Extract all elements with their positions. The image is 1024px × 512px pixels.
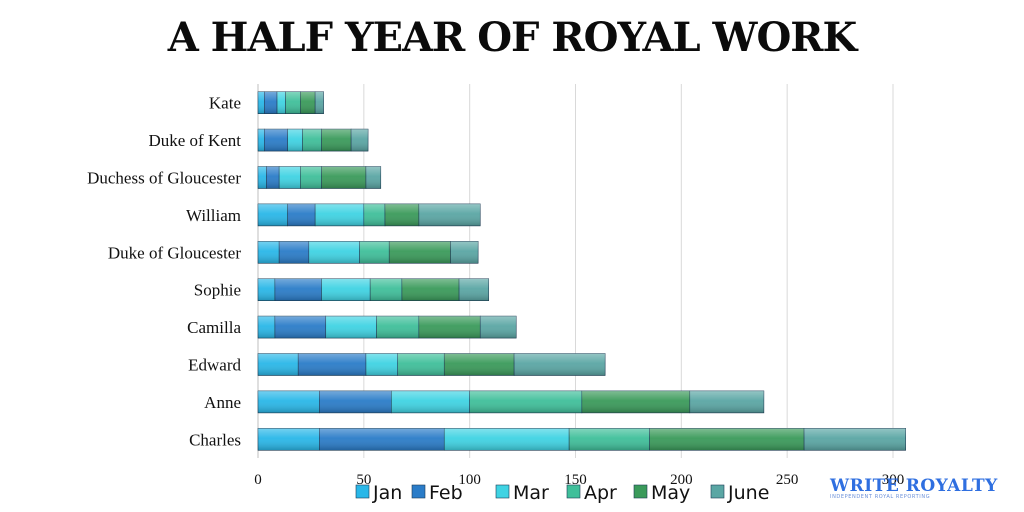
legend-label-jan: Jan [372, 482, 402, 504]
bar-segment-shade [365, 353, 398, 376]
x-tick-label: 200 [670, 472, 693, 488]
bar-segment-shade [389, 241, 451, 264]
bar-segment-shade [325, 316, 377, 339]
bar-segment-shade [315, 203, 364, 226]
category-label: Duke of Gloucester [108, 243, 241, 262]
bar-segment-shade [285, 91, 301, 114]
bar-segment-shade [277, 91, 286, 114]
bar-segment-shade [300, 91, 316, 114]
bar-segment-shade [469, 390, 582, 413]
bar-segment-shade [370, 278, 402, 301]
bar-segment-shade [321, 278, 371, 301]
category-label: Sophie [194, 281, 241, 300]
legend-label-mar: Mar [513, 482, 549, 504]
bar-segment-shade [401, 278, 460, 301]
category-label: Duke of Kent [148, 131, 241, 150]
bar-segment-shade [459, 278, 489, 301]
legend-swatch-jan [355, 484, 370, 499]
bar-segment-shade [258, 129, 265, 152]
bar-segment-shade [319, 428, 445, 451]
bar-segment-shade [300, 166, 322, 189]
bar-segment-shade [581, 390, 690, 413]
bar-segment-shade [363, 203, 385, 226]
x-tick-label: 250 [776, 472, 799, 488]
bar-segment-shade [359, 241, 390, 264]
bar-segment-shade [258, 278, 275, 301]
category-label: William [186, 206, 241, 225]
bar-segment-shade [385, 203, 419, 226]
bar-segment-shade [514, 353, 606, 376]
x-tick-label: 50 [356, 472, 371, 488]
legend-label-may: May [651, 482, 690, 504]
bar-segment-shade [302, 129, 322, 152]
legend-swatch-apr [566, 484, 581, 499]
bar-segment-shade [266, 166, 280, 189]
bar-segment-shade [258, 390, 320, 413]
x-tick-label: 0 [254, 472, 262, 488]
bar-segment-shade [569, 428, 650, 451]
legend-label-june: June [727, 482, 769, 504]
x-tick-label: 300 [882, 472, 905, 488]
legend-swatch-mar [495, 484, 510, 499]
bar-segment-shade [444, 353, 515, 376]
write-royalty-logo: WRITE ROYALTY INDEPENDENT ROYAL REPORTIN… [830, 476, 1000, 500]
bar-segment-shade [274, 278, 322, 301]
bar-segment-shade [444, 428, 570, 451]
bar-segment-shade [804, 428, 906, 451]
category-label: Charles [189, 430, 241, 449]
x-tick-label: 150 [564, 472, 587, 488]
bar-segment-shade [279, 241, 309, 264]
bar-segment-shade [397, 353, 445, 376]
category-label: Camilla [187, 318, 241, 337]
watermark-text: WRITE ROYALTY [830, 476, 998, 496]
chart-title: A HALF YEAR OF ROYAL WORK [167, 14, 858, 61]
category-label: Duchess of Gloucester [87, 169, 241, 188]
bar-segment-shade [258, 428, 320, 451]
bar-segment-shade [258, 316, 275, 339]
bar-segment-shade [258, 353, 299, 376]
bar-segment-shade [480, 316, 517, 339]
bar-segment-shade [264, 129, 288, 152]
legend-label-feb: Feb [429, 482, 463, 504]
bar-segment-shade [258, 203, 288, 226]
legend-swatch-feb [411, 484, 426, 499]
legend-swatch-may [633, 484, 648, 499]
bar-segment-shade [649, 428, 805, 451]
bar-segment-shade [308, 241, 360, 264]
bar-segment-shade [418, 316, 481, 339]
legend-label-apr: Apr [584, 482, 617, 504]
bar-segment-shade [264, 91, 278, 114]
bar-segment-shade [279, 166, 301, 189]
bar-segment-shade [450, 241, 479, 264]
bar-segment-shade [365, 166, 381, 189]
bar-segment-shade [315, 91, 324, 114]
bar-segment-shade [287, 203, 316, 226]
bar-segment-shade [351, 129, 369, 152]
bar-segment-shade [376, 316, 419, 339]
bar-segment-shade [258, 241, 280, 264]
legend-swatch-june [710, 484, 725, 499]
category-label: Edward [188, 356, 241, 375]
bar-segment-shade [321, 166, 366, 189]
x-tick-label: 100 [458, 472, 481, 488]
bar-segment-shade [689, 390, 764, 413]
category-label: Kate [209, 94, 241, 113]
bar-segment-shade [418, 203, 481, 226]
bar-segment-shade [258, 166, 267, 189]
watermark-subtitle: INDEPENDENT ROYAL REPORTING [830, 494, 931, 500]
bar-segment-shade [321, 129, 352, 152]
bar-segment-shade [274, 316, 326, 339]
bar-segment-shade [298, 353, 366, 376]
bar-segment-shade [391, 390, 470, 413]
bar-segment-shade [319, 390, 392, 413]
category-label: Anne [204, 393, 241, 412]
bar-segment-shade [258, 91, 265, 114]
bar-segment-shade [287, 129, 303, 152]
